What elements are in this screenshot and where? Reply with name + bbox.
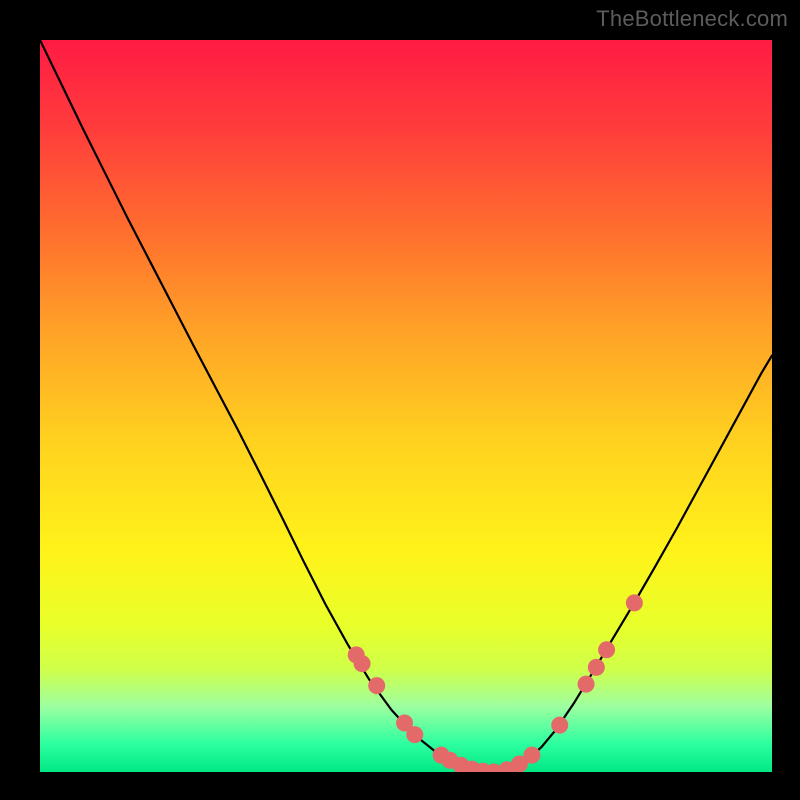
chart-svg [0,0,800,800]
curve-marker [578,676,595,693]
watermark-text: TheBottleneck.com [596,6,788,32]
curve-marker [523,747,540,764]
curve-marker [406,726,423,743]
curve-marker [588,659,605,676]
curve-marker [368,677,385,694]
curve-marker [354,655,371,672]
chart-root: TheBottleneck.com [0,0,800,800]
plot-background [40,40,772,772]
curve-marker [551,717,568,734]
curve-marker [598,641,615,658]
curve-marker [626,594,643,611]
